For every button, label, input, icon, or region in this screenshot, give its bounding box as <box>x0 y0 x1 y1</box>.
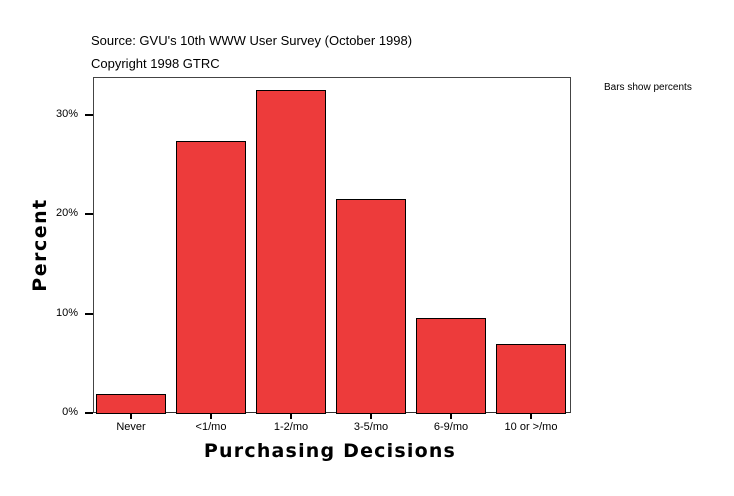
x-tick-label: <1/mo <box>195 421 227 433</box>
y-tick-30 <box>85 114 93 116</box>
copyright-caption: Copyright 1998 GTRC <box>91 56 220 71</box>
y-tick-label-10: 10% <box>55 307 78 319</box>
x-tick <box>530 413 532 419</box>
bar-6-9-mo <box>416 318 486 414</box>
bar-3-5-mo <box>336 199 406 414</box>
bar--1-mo <box>176 141 246 414</box>
bar-1-2-mo <box>256 90 326 414</box>
bars-note: Bars show percents <box>604 82 692 93</box>
plot-area <box>93 77 571 413</box>
x-tick <box>210 413 212 419</box>
x-tick <box>370 413 372 419</box>
x-tick-label: 10 or >/mo <box>504 421 558 433</box>
y-axis-label: Percent <box>29 198 51 292</box>
x-tick <box>450 413 452 419</box>
x-tick <box>130 413 132 419</box>
y-tick-label-30: 30% <box>55 108 78 120</box>
x-tick-label: Never <box>116 421 146 433</box>
x-axis-label: Purchasing Decisions <box>203 440 457 462</box>
x-tick <box>290 413 292 419</box>
bar-10-or-mo <box>496 344 566 414</box>
y-tick-20 <box>85 213 93 215</box>
source-caption: Source: GVU's 10th WWW User Survey (Octo… <box>91 33 413 48</box>
x-tick-label: 6-9/mo <box>433 421 469 433</box>
y-tick-0 <box>85 412 93 414</box>
bar-never <box>96 394 166 414</box>
x-tick-label: 3-5/mo <box>353 421 389 433</box>
y-tick-label-20: 20% <box>55 207 78 219</box>
y-tick-10 <box>85 313 93 315</box>
x-tick-label: 1-2/mo <box>273 421 309 433</box>
y-tick-label-0: 0% <box>62 406 78 418</box>
